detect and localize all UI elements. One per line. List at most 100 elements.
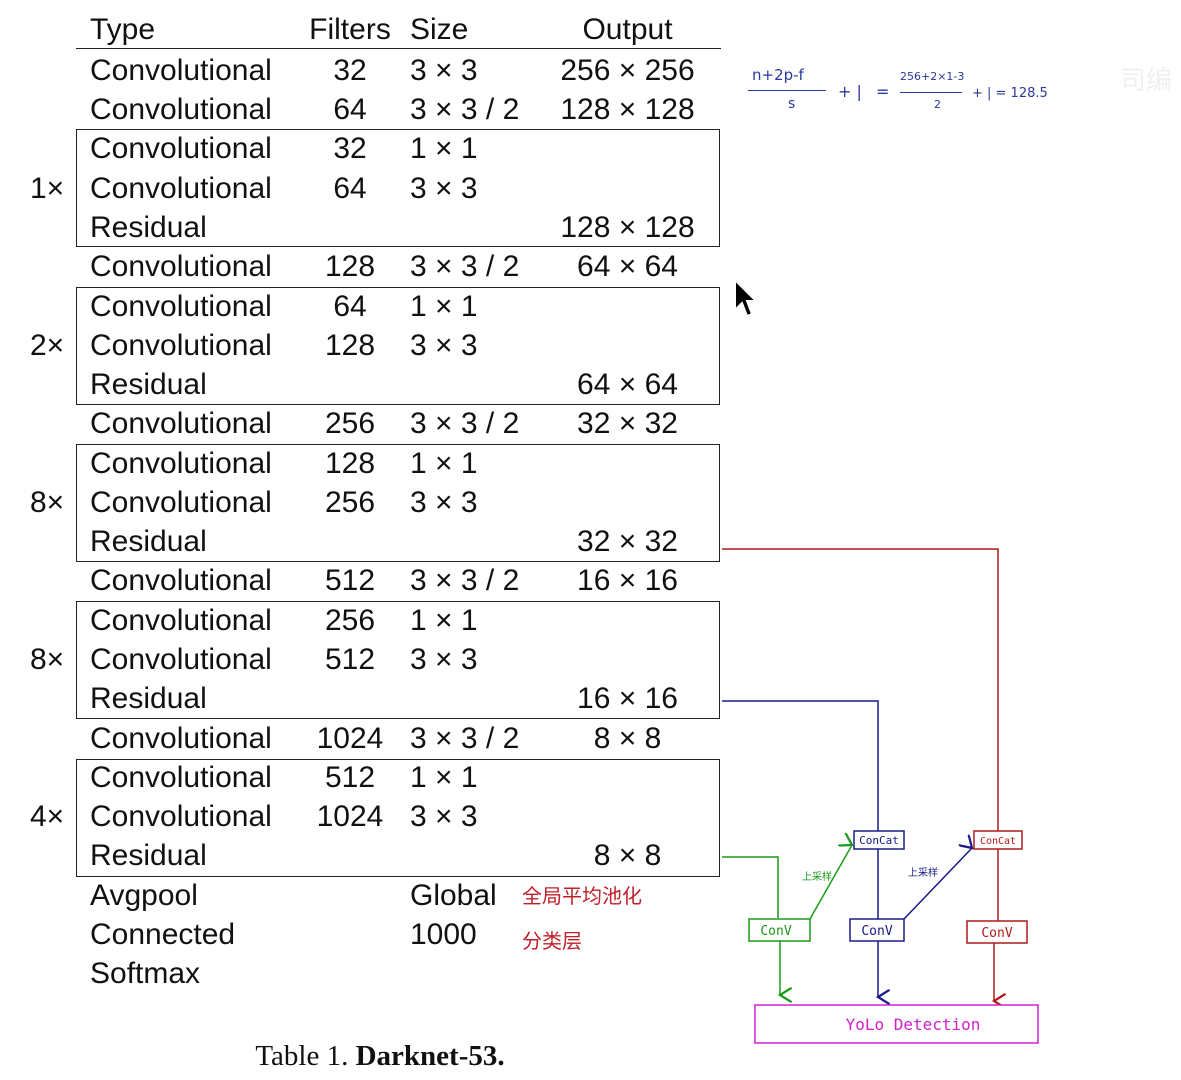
formula-fraction-bar bbox=[900, 92, 962, 93]
cell-output: 64 × 64 bbox=[577, 368, 678, 401]
cell-filters: 32 bbox=[333, 132, 367, 165]
header-rule bbox=[76, 48, 721, 49]
table-caption: Table 1. Darknet-53. bbox=[0, 1040, 760, 1073]
formula-lhs-numerator: n+2p-f bbox=[752, 66, 804, 84]
cell-filters: 256 bbox=[324, 407, 376, 440]
concat-label-red: ConCat bbox=[980, 836, 1016, 847]
block-multiplier: 4× bbox=[30, 800, 65, 833]
cell-type: Connected bbox=[90, 918, 236, 951]
mouse-pointer-icon bbox=[733, 277, 759, 327]
cell-type: Convolutional bbox=[90, 643, 272, 676]
cell-type: Convolutional bbox=[90, 407, 272, 440]
cell-type: Convolutional bbox=[90, 761, 272, 794]
avgpool-note: 全局平均池化 bbox=[522, 884, 642, 908]
cell-type: Convolutional bbox=[90, 250, 272, 283]
formula-rhs-denominator: 2 bbox=[934, 98, 941, 111]
cell-type: Convolutional bbox=[90, 604, 272, 637]
connected-note: 分类层 bbox=[522, 929, 582, 953]
block-multiplier: 2× bbox=[30, 329, 65, 362]
formula-result: + | = 128.5 bbox=[972, 86, 1048, 101]
cell-filters: 1024 bbox=[316, 722, 384, 755]
red-route-line bbox=[722, 548, 999, 832]
conv-box-red bbox=[966, 920, 1028, 944]
cell-size: 3 × 3 / 2 bbox=[410, 722, 520, 755]
cell-type: Convolutional bbox=[90, 486, 272, 519]
blue-route-line bbox=[722, 700, 879, 832]
cell-size: 1 × 1 bbox=[410, 604, 478, 637]
blue-upsample-arrow bbox=[903, 848, 972, 920]
formula-plus-one: + | bbox=[838, 82, 862, 101]
cell-filters: 64 bbox=[333, 290, 367, 323]
cell-filters: 512 bbox=[324, 643, 376, 676]
cell-filters: 32 bbox=[333, 54, 367, 87]
cell-output: 8 × 8 bbox=[593, 839, 662, 872]
cell-filters: 64 bbox=[333, 93, 367, 126]
conv-box-blue bbox=[849, 918, 905, 942]
header-size: Size bbox=[410, 13, 469, 46]
cell-type: Convolutional bbox=[90, 564, 272, 597]
cell-output: 256 × 256 bbox=[560, 54, 695, 87]
cell-type: Convolutional bbox=[90, 329, 272, 362]
residual-block-box-2 bbox=[76, 287, 720, 405]
cell-output: 16 × 16 bbox=[577, 564, 678, 597]
cell-output: 32 × 32 bbox=[577, 407, 678, 440]
block-multiplier: 8× bbox=[30, 643, 65, 676]
cell-filters: 128 bbox=[324, 329, 376, 362]
cell-filters: 512 bbox=[324, 564, 376, 597]
green-route-line bbox=[722, 856, 779, 918]
header-filters: Filters bbox=[309, 13, 391, 46]
header-output: Output bbox=[582, 13, 673, 46]
cell-size: 3 × 3 bbox=[410, 329, 478, 362]
cell-type: Convolutional bbox=[90, 447, 272, 480]
cell-filters: 128 bbox=[324, 250, 376, 283]
cell-type: Convolutional bbox=[90, 132, 272, 165]
cell-type: Residual bbox=[90, 211, 207, 244]
caption-title: Darknet-53. bbox=[355, 1040, 505, 1072]
cell-size: 3 × 3 bbox=[410, 800, 478, 833]
cell-type: Residual bbox=[90, 525, 207, 558]
cell-filters: 256 bbox=[324, 486, 376, 519]
formula-equals: = bbox=[876, 82, 890, 101]
cell-filters: 1024 bbox=[316, 800, 384, 833]
cell-output: 32 × 32 bbox=[577, 525, 678, 558]
cell-size: 3 × 3 bbox=[410, 486, 478, 519]
cell-filters: 256 bbox=[324, 604, 376, 637]
concat-box-blue bbox=[853, 830, 905, 850]
watermark: 司编 bbox=[1120, 65, 1173, 95]
cell-type: Convolutional bbox=[90, 722, 272, 755]
cell-type: Convolutional bbox=[90, 54, 272, 87]
cell-type: Convolutional bbox=[90, 290, 272, 323]
cell-size: 3 × 3 / 2 bbox=[410, 407, 520, 440]
cell-filters: 512 bbox=[324, 761, 376, 794]
cell-size: 1 × 1 bbox=[410, 290, 478, 323]
residual-block-box-5 bbox=[76, 759, 720, 877]
cell-type: Avgpool bbox=[90, 879, 198, 912]
cell-output: 64 × 64 bbox=[577, 250, 678, 283]
conv-label-red: ConV bbox=[981, 926, 1012, 941]
formula-fraction-bar bbox=[748, 90, 826, 91]
cell-size: 3 × 3 / 2 bbox=[410, 250, 520, 283]
yolo-detection-box bbox=[754, 1004, 1039, 1044]
cell-size: 1 × 1 bbox=[410, 447, 478, 480]
conv-label-blue: ConV bbox=[861, 924, 892, 939]
header-type: Type bbox=[90, 13, 156, 46]
cell-size: 1 × 1 bbox=[410, 761, 478, 794]
cell-output: 128 × 128 bbox=[560, 211, 695, 244]
cell-size: 3 × 3 bbox=[410, 54, 478, 87]
block-multiplier: 1× bbox=[30, 172, 65, 205]
concat-label-blue: ConCat bbox=[859, 834, 899, 847]
upsample-label-blue: 上采样 bbox=[908, 866, 938, 879]
cell-type: Residual bbox=[90, 839, 207, 872]
cell-type: Residual bbox=[90, 368, 207, 401]
block-multiplier: 8× bbox=[30, 486, 65, 519]
formula-rhs-numerator: 256+2×1-3 bbox=[900, 70, 965, 83]
cell-type: Convolutional bbox=[90, 800, 272, 833]
cell-type: Convolutional bbox=[90, 93, 272, 126]
residual-block-box-1 bbox=[76, 129, 720, 247]
cell-type: Softmax bbox=[90, 957, 201, 990]
cell-size: Global bbox=[410, 879, 497, 912]
green-upsample-arrow bbox=[809, 845, 852, 920]
cell-type: Convolutional bbox=[90, 172, 272, 205]
cell-filters: 128 bbox=[324, 447, 376, 480]
